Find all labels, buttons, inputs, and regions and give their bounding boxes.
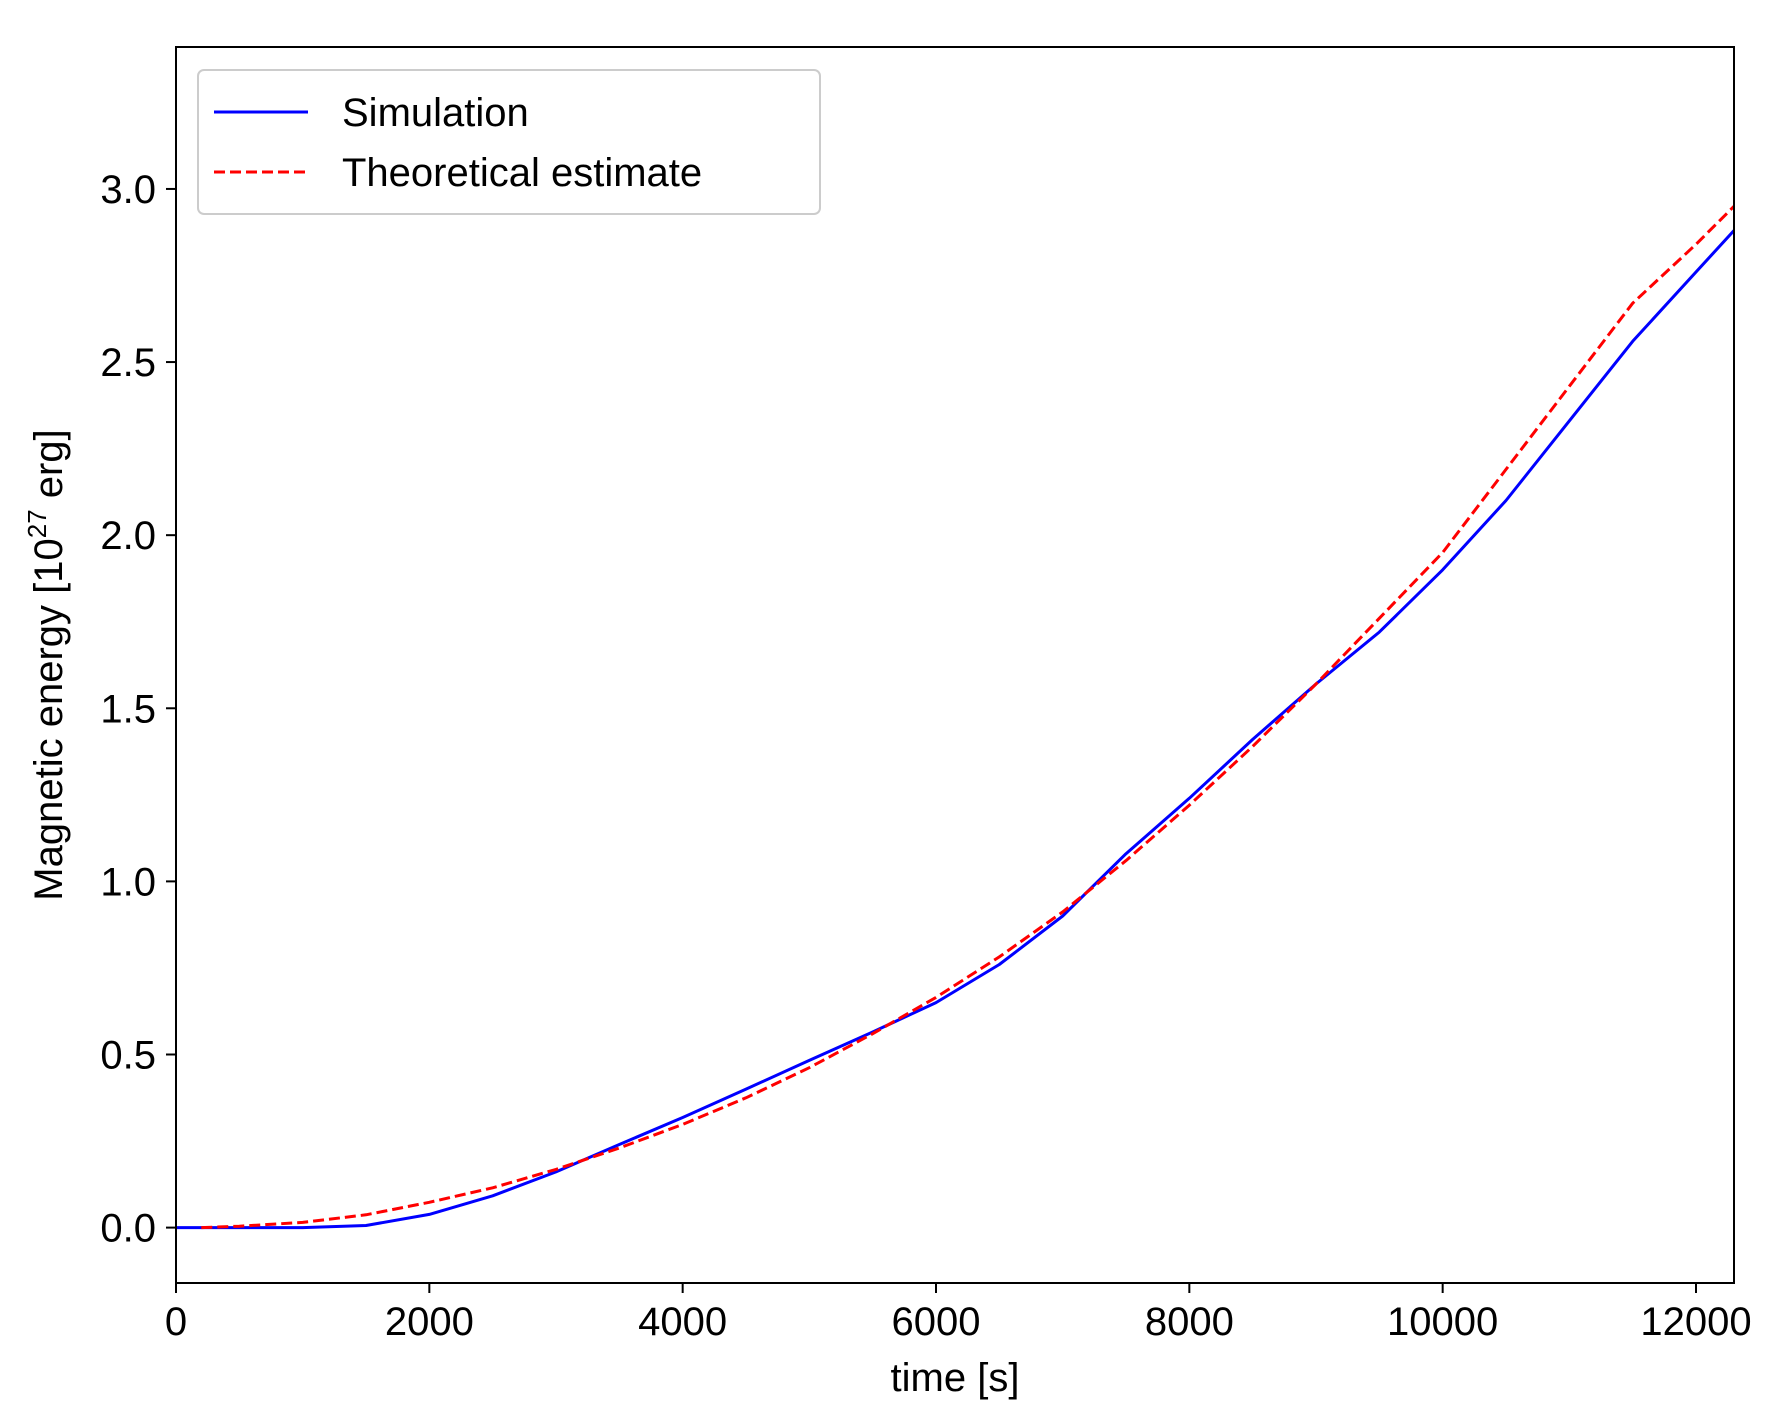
legend-label-theoretical-estimate: Theoretical estimate (342, 151, 702, 195)
plot-area (176, 205, 1734, 1230)
plot-frame (175, 46, 1735, 1284)
y-axis-label: Magnetic energy [1027 erg] (22, 429, 71, 900)
series-line-simulation (176, 229, 1734, 1230)
y-axis-label-suffix: erg] (27, 429, 71, 509)
y-axis-label-prefix: Magnetic energy [10 (27, 538, 71, 900)
y-axis-ticks: 0.0 0.5 1.0 1.5 2.0 2.5 3.0 (100, 168, 176, 1251)
y-tick-label: 2.0 (100, 514, 156, 558)
legend: Simulation Theoretical estimate (197, 69, 821, 215)
x-tick-label: 8000 (1145, 1300, 1234, 1344)
y-tick-label: 2.5 (100, 341, 156, 385)
x-axis-ticks: 0 2000 4000 6000 8000 10000 12000 (165, 1283, 1752, 1344)
y-tick-label: 1.5 (100, 687, 156, 731)
x-axis-label: time [s] (891, 1356, 1020, 1400)
y-axis-label-superscript: 27 (22, 509, 52, 538)
y-tick-label: 0.0 (100, 1207, 156, 1251)
x-tick-label: 0 (165, 1300, 187, 1344)
legend-label-simulation: Simulation (342, 91, 529, 135)
x-tick-label: 4000 (638, 1300, 727, 1344)
legend-box (197, 69, 821, 215)
x-tick-label: 2000 (385, 1300, 474, 1344)
y-tick-label: 0.5 (100, 1033, 156, 1077)
x-tick-label: 12000 (1640, 1300, 1751, 1344)
y-tick-label: 3.0 (100, 168, 156, 212)
x-tick-label: 10000 (1387, 1300, 1498, 1344)
x-tick-label: 6000 (892, 1300, 981, 1344)
y-tick-label: 1.0 (100, 860, 156, 904)
series-line-theoretical-estimate (201, 205, 1734, 1230)
